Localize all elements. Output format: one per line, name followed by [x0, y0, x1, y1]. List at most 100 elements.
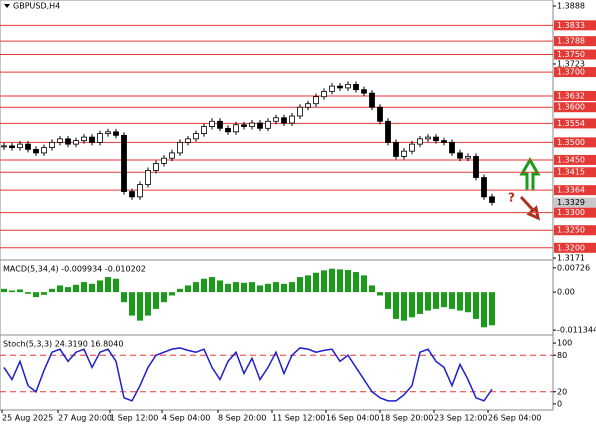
candle	[209, 120, 215, 127]
symbol-icon	[4, 4, 10, 8]
level-label-bg	[554, 207, 596, 218]
y-tick-label: -0.011344	[557, 326, 596, 335]
level-label: 1.3554	[557, 119, 585, 128]
level-label: 1.3415	[557, 168, 585, 177]
y-tick-label: 1.3171	[557, 254, 585, 263]
y-tick-label: 0	[557, 399, 562, 408]
macd-bar	[257, 285, 263, 293]
level-label-bg	[554, 242, 596, 253]
macd-bar	[289, 282, 295, 293]
level-label-bg	[554, 185, 596, 196]
frame	[0, 0, 554, 411]
candle	[57, 138, 63, 143]
macd-bar	[313, 272, 319, 293]
macd-bar	[33, 292, 39, 298]
level-label-bg	[554, 49, 596, 60]
y-tick-label: 100	[557, 339, 572, 348]
macd-bar	[73, 284, 79, 293]
candle	[193, 133, 199, 140]
candle	[33, 148, 39, 154]
candle	[353, 83, 359, 91]
candle	[41, 147, 47, 154]
candle	[1, 145, 7, 148]
candle	[105, 131, 111, 134]
level-label: 1.3200	[557, 243, 585, 252]
macd-bar	[305, 275, 311, 293]
x-tick-label: 11 Sep 12:00	[272, 414, 325, 423]
macd-bar	[41, 292, 47, 295]
level-label: 1.3364	[557, 186, 585, 195]
level-label: 1.3833	[557, 21, 585, 30]
macd-bar	[273, 282, 279, 293]
macd-bar	[249, 282, 255, 293]
candle	[17, 143, 23, 149]
macd-bar	[65, 287, 71, 293]
macd-bar	[425, 292, 431, 311]
last-price-label: 1.3329	[557, 198, 585, 207]
macd-bar	[465, 292, 471, 313]
macd-bar	[377, 292, 383, 296]
macd-bar	[105, 277, 111, 293]
macd-bar	[385, 292, 391, 309]
candle	[233, 124, 239, 133]
macd-bar	[473, 292, 479, 319]
macd-bar	[25, 292, 31, 294]
down-arrow	[519, 195, 541, 221]
candle	[73, 140, 79, 145]
level-label-bg	[554, 167, 596, 178]
level-label-bg	[554, 118, 596, 129]
macd-bar	[233, 282, 239, 293]
candle	[465, 156, 471, 159]
candle	[401, 150, 407, 157]
candle	[337, 85, 343, 89]
candle	[49, 141, 55, 149]
macd-bar	[17, 289, 23, 293]
candle	[417, 138, 423, 145]
macd-bar	[329, 268, 335, 293]
macd-bar	[89, 283, 95, 293]
level-label-bg	[554, 90, 596, 101]
candle	[161, 157, 167, 164]
candle	[137, 184, 143, 198]
level-label-bg	[554, 67, 596, 78]
macd-bar	[281, 283, 287, 293]
macd-bar	[9, 290, 15, 293]
candle	[305, 103, 311, 108]
level-label: 1.3700	[557, 68, 585, 77]
macd-bar	[265, 283, 271, 293]
candle	[265, 120, 271, 129]
candle	[185, 138, 191, 143]
candle	[65, 138, 71, 145]
level-label: 1.3750	[557, 50, 585, 59]
macd-bar	[121, 292, 127, 303]
level-label: 1.3632	[557, 91, 585, 100]
candle	[321, 91, 327, 98]
macd-bar	[201, 278, 207, 293]
candle	[169, 152, 175, 159]
candle	[273, 117, 279, 122]
macd-bar	[393, 292, 399, 319]
candle	[257, 122, 263, 129]
candle	[489, 196, 495, 203]
macd-bar	[185, 285, 191, 293]
chart-title: GBPUSD,H4	[13, 2, 60, 11]
macd-bar	[209, 277, 215, 293]
candle	[153, 163, 159, 171]
candle	[313, 96, 319, 105]
candle	[121, 134, 127, 192]
macd-bar	[345, 270, 351, 293]
macd-bar	[457, 292, 463, 311]
candle	[201, 126, 207, 134]
candle	[369, 92, 375, 108]
x-tick-label: 4 Sep 04:00	[162, 414, 210, 423]
candle	[393, 141, 399, 157]
x-tick-label: 26 Sep 04:00	[488, 414, 541, 423]
macd-bar	[193, 282, 199, 293]
y-tick-label: 20	[557, 387, 567, 396]
x-tick-label: 8 Sep 20:00	[218, 414, 266, 423]
macd-bar	[145, 292, 151, 316]
candle	[409, 143, 415, 152]
x-tick-label: 18 Sep 20:00	[380, 414, 433, 423]
y-tick-label: 0.00726	[557, 263, 590, 272]
